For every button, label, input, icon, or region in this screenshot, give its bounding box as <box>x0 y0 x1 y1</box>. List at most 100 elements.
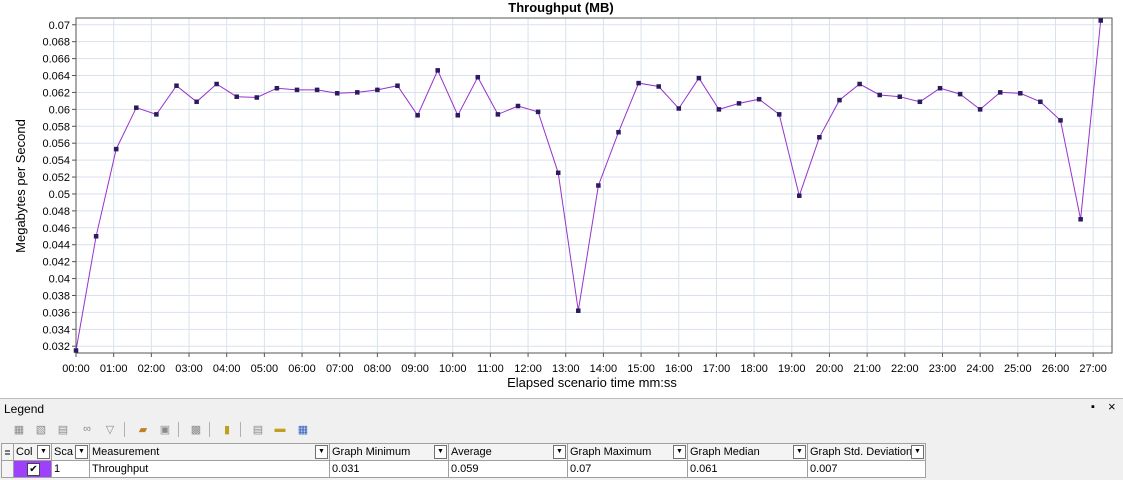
data-point[interactable] <box>616 129 621 135</box>
data-point[interactable] <box>1018 91 1023 96</box>
data-point[interactable] <box>937 85 943 91</box>
legend-funnel-icon[interactable]: ▽ <box>105 423 115 436</box>
data-point[interactable] <box>656 84 661 89</box>
visibility-checkbox[interactable]: ✔ <box>27 463 40 476</box>
data-point[interactable] <box>917 99 923 105</box>
row-selector[interactable] <box>1 460 14 478</box>
data-point[interactable] <box>73 348 79 353</box>
data-point[interactable] <box>214 81 219 87</box>
data-point[interactable] <box>435 68 440 73</box>
x-tick-label: 05:00 <box>251 363 279 375</box>
data-point[interactable] <box>334 91 340 96</box>
chevron-down-icon[interactable]: ▼ <box>315 445 328 459</box>
data-point[interactable] <box>154 112 159 117</box>
data-point[interactable] <box>174 83 179 88</box>
data-point[interactable] <box>395 83 400 88</box>
y-tick-label: 0.048 <box>42 206 70 218</box>
data-point[interactable] <box>1078 217 1083 222</box>
legend-columns-icon[interactable]: ▮ <box>223 423 231 436</box>
legend-filter-icon[interactable]: ▧ <box>35 423 47 436</box>
col-header-scale-label: Sca <box>54 446 73 458</box>
col-header-graph-minimum[interactable]: Graph Minimum ▼ <box>329 443 449 461</box>
data-point[interactable] <box>495 112 501 117</box>
data-point[interactable] <box>997 90 1003 95</box>
chevron-down-icon[interactable]: ▼ <box>673 445 686 459</box>
legend-save-icon[interactable]: ▦ <box>297 423 309 436</box>
data-point[interactable] <box>977 107 983 112</box>
table-row[interactable]: ✔ 1 Throughput 0.031 0.059 0.07 0.061 0.… <box>1 460 926 478</box>
data-point[interactable] <box>897 94 903 99</box>
graph-median-cell: 0.061 <box>687 460 808 478</box>
legend-sort-icon[interactable]: ▤ <box>57 423 69 436</box>
data-point[interactable] <box>837 97 842 103</box>
data-point[interactable] <box>636 80 641 86</box>
col-header-color[interactable]: Col ▼ <box>13 443 52 461</box>
data-point[interactable] <box>1038 99 1043 105</box>
legend-edit-icon[interactable]: ▰ <box>138 423 148 436</box>
data-point[interactable] <box>515 103 521 109</box>
data-point[interactable] <box>696 75 702 81</box>
data-point[interactable] <box>555 170 561 176</box>
data-point[interactable] <box>415 113 420 118</box>
series-color-swatch[interactable]: ✔ <box>13 460 52 478</box>
data-point[interactable] <box>475 74 481 80</box>
legend-copy-data-icon[interactable]: ▤ <box>252 423 264 436</box>
close-icon[interactable]: × <box>1108 399 1116 414</box>
chevron-down-icon[interactable]: ▼ <box>911 445 924 459</box>
data-point[interactable] <box>294 87 300 93</box>
col-header-graph-std-deviation[interactable]: Graph Std. Deviation ▼ <box>807 443 926 461</box>
chevron-down-icon[interactable]: ▼ <box>793 445 806 459</box>
x-tick-label: 01:00 <box>100 363 128 375</box>
legend-copy-icon[interactable]: ▣ <box>159 423 171 436</box>
data-point[interactable] <box>234 94 239 99</box>
graph-std-deviation-cell: 0.007 <box>807 460 926 478</box>
legend-link-icon[interactable]: ∞ <box>83 423 91 435</box>
data-point[interactable] <box>375 87 380 93</box>
data-point[interactable] <box>455 113 461 118</box>
col-header-average[interactable]: Average ▼ <box>448 443 568 461</box>
col-header-graph-median[interactable]: Graph Median ▼ <box>687 443 808 461</box>
data-point[interactable] <box>797 193 802 198</box>
x-tick-label: 07:00 <box>326 363 354 375</box>
data-point[interactable] <box>817 135 822 140</box>
y-tick-label: 0.05 <box>49 189 70 201</box>
data-point[interactable] <box>756 96 762 102</box>
data-point[interactable] <box>857 81 862 87</box>
data-point[interactable] <box>676 106 682 111</box>
data-point[interactable] <box>776 112 782 117</box>
x-tick-label: 27:00 <box>1079 363 1107 375</box>
legend-export-icon[interactable]: ▩ <box>190 423 202 436</box>
data-point[interactable] <box>314 87 320 93</box>
col-header-measurement[interactable]: Measurement ▼ <box>89 443 330 461</box>
data-point[interactable] <box>1058 118 1063 123</box>
chevron-down-icon[interactable]: ▼ <box>75 445 88 459</box>
data-point[interactable] <box>274 85 280 91</box>
graph-maximum-cell: 0.07 <box>567 460 688 478</box>
legend-config-icon[interactable]: ▦ <box>13 423 25 436</box>
data-point[interactable] <box>93 234 99 239</box>
col-header-scale[interactable]: Sca ▼ <box>51 443 90 461</box>
data-point[interactable] <box>194 99 199 105</box>
row-selector-header[interactable]: ≣ <box>1 443 14 461</box>
data-point[interactable] <box>596 183 601 188</box>
data-point[interactable] <box>576 308 581 313</box>
chevron-down-icon[interactable]: ▼ <box>434 445 447 459</box>
x-tick-label: 18:00 <box>740 363 768 375</box>
data-point[interactable] <box>1098 18 1103 23</box>
data-point[interactable] <box>957 91 963 97</box>
data-point[interactable] <box>535 109 541 115</box>
data-point[interactable] <box>113 146 119 152</box>
data-point[interactable] <box>736 101 742 106</box>
data-point[interactable] <box>355 90 360 95</box>
x-tick-label: 12:00 <box>514 363 542 375</box>
chevron-down-icon[interactable]: ▼ <box>553 445 566 459</box>
legend-highlight-icon[interactable]: ▬ <box>274 423 286 435</box>
pin-icon[interactable]: ▪ <box>1091 401 1095 413</box>
col-header-graph-std-deviation-label: Graph Std. Deviation <box>810 446 913 458</box>
data-point[interactable] <box>254 95 260 100</box>
data-point[interactable] <box>877 92 882 98</box>
chevron-down-icon[interactable]: ▼ <box>37 445 50 459</box>
col-header-graph-maximum[interactable]: Graph Maximum ▼ <box>567 443 688 461</box>
data-point[interactable] <box>134 105 139 110</box>
data-point[interactable] <box>716 107 722 112</box>
